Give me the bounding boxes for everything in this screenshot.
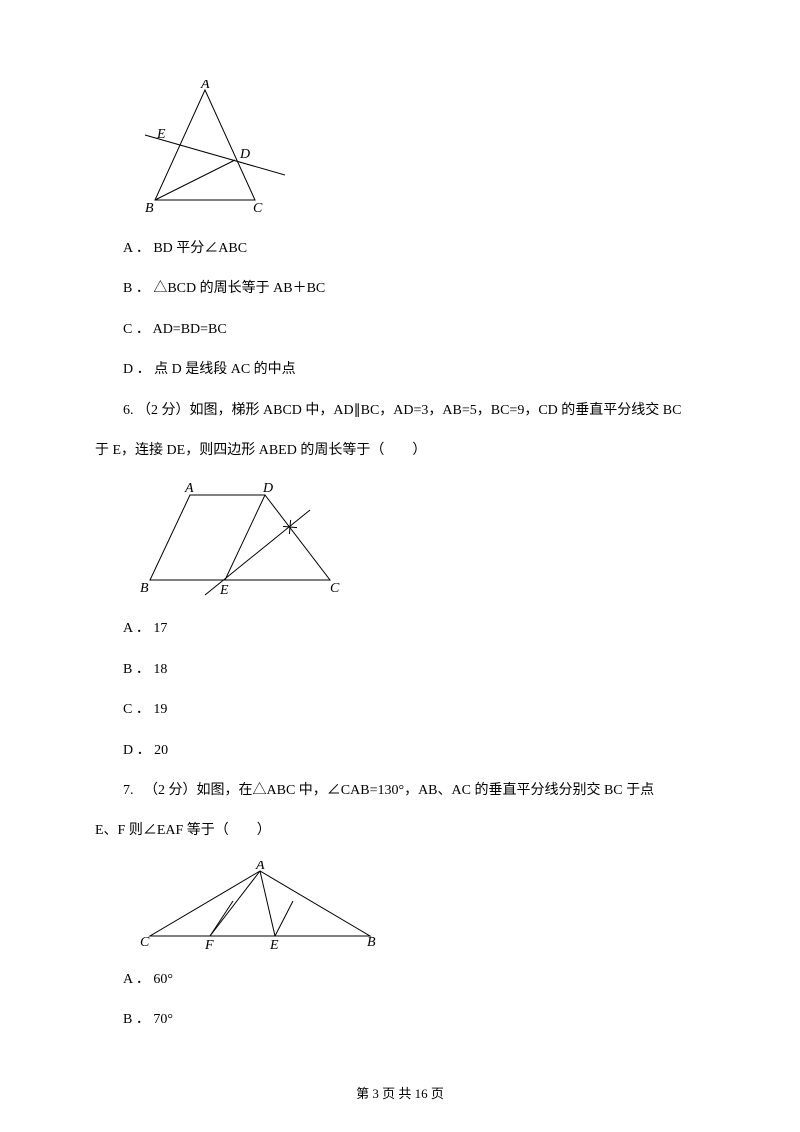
opt-prefix: D ． (123, 362, 151, 377)
q6-option-a: A ． 17 (95, 618, 705, 640)
opt-prefix: C ． (123, 322, 150, 337)
svg-text:B: B (140, 581, 149, 596)
opt-prefix: D ． (123, 743, 151, 758)
q5-option-b: B ． △BCD 的周长等于 AB＋BC (95, 278, 705, 300)
opt-prefix: B ． (123, 281, 150, 296)
q6-option-d: D ． 20 (95, 740, 705, 762)
figure-q5: A B C D E (135, 80, 705, 220)
q7-stem-line2: E、F 则∠EAF 等于（ ） (95, 820, 705, 842)
q5-option-c: C ． AD=BD=BC (95, 319, 705, 341)
opt-text: 70° (153, 1012, 173, 1027)
svg-text:C: C (140, 935, 150, 950)
opt-text: 60° (153, 972, 173, 987)
opt-text: BD 平分∠ABC (153, 241, 247, 256)
svg-text:C: C (330, 581, 340, 596)
svg-text:A: A (184, 481, 194, 496)
opt-text: △BCD 的周长等于 AB＋BC (153, 281, 325, 296)
figure-q6: A D B E C (135, 480, 705, 600)
page-footer: 第 3 页 共 16 页 (0, 1083, 800, 1102)
opt-text: 点 D 是线段 AC 的中点 (154, 362, 296, 377)
opt-prefix: B ． (123, 1012, 150, 1027)
q6-option-c: C ． 19 (95, 699, 705, 721)
svg-text:E: E (156, 127, 166, 142)
svg-text:D: D (239, 147, 250, 162)
svg-text:D: D (262, 481, 273, 496)
q5-option-d: D ． 点 D 是线段 AC 的中点 (95, 359, 705, 381)
q6-stem-line2: 于 E，连接 DE，则四边形 ABED 的周长等于（ ） (95, 440, 705, 462)
opt-prefix: C ． (123, 702, 150, 717)
svg-text:B: B (145, 201, 154, 216)
svg-text:F: F (204, 938, 214, 951)
opt-text: 17 (153, 621, 167, 636)
opt-prefix: A ． (123, 241, 150, 256)
q7-option-a: A ． 60° (95, 969, 705, 991)
svg-text:C: C (253, 201, 263, 216)
svg-text:A: A (200, 80, 210, 92)
opt-prefix: A ． (123, 972, 150, 987)
q6-stem-line1: 6. （2 分）如图，梯形 ABCD 中，AD∥BC，AD=3，AB=5，BC=… (95, 400, 705, 422)
q7-stem-line1: 7. （2 分）如图，在△ABC 中，∠CAB=130°，AB、AC 的垂直平分… (95, 780, 705, 802)
figure-q7: A C F E B (135, 861, 705, 951)
svg-text:A: A (255, 861, 265, 873)
opt-prefix: A ． (123, 621, 150, 636)
q7-option-b: B ． 70° (95, 1009, 705, 1031)
opt-text: 18 (153, 662, 167, 677)
q6-option-b: B ． 18 (95, 659, 705, 681)
svg-text:E: E (269, 938, 279, 951)
opt-prefix: B ． (123, 662, 150, 677)
svg-text:B: B (367, 935, 376, 950)
svg-text:E: E (219, 583, 229, 598)
opt-text: 20 (154, 743, 168, 758)
page-content: A B C D E A ． BD 平分∠ABC B ． △BCD 的周长等于 A… (0, 0, 800, 1089)
opt-text: 19 (153, 702, 167, 717)
opt-text: AD=BD=BC (153, 322, 227, 337)
q5-option-a: A ． BD 平分∠ABC (95, 238, 705, 260)
